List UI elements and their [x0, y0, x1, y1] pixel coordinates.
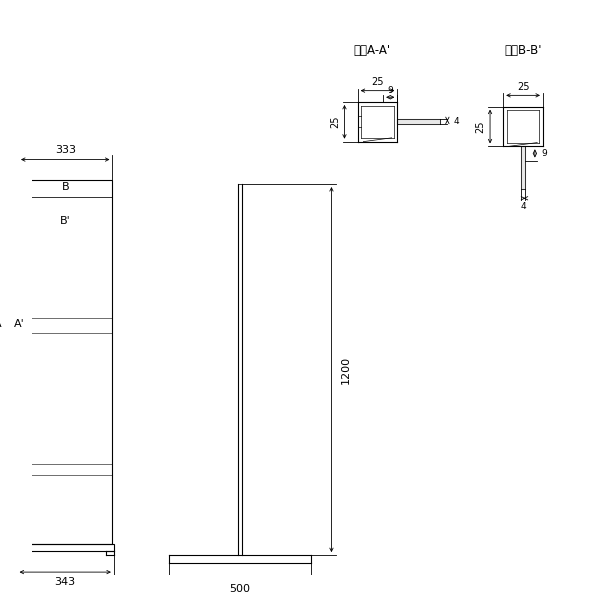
Text: 9: 9	[541, 149, 547, 158]
Text: 25: 25	[330, 116, 340, 128]
Text: 25: 25	[371, 77, 384, 87]
Text: 4: 4	[520, 202, 526, 211]
Text: B': B'	[60, 216, 71, 226]
Text: 9: 9	[388, 86, 393, 95]
Text: 25: 25	[517, 82, 529, 92]
Text: 1200: 1200	[341, 356, 350, 383]
Text: 断面A-A': 断面A-A'	[353, 44, 391, 58]
Text: 4: 4	[454, 117, 460, 126]
Text: B: B	[61, 182, 69, 192]
Text: A': A'	[14, 319, 25, 329]
Text: 25: 25	[476, 120, 485, 133]
Text: 333: 333	[55, 145, 76, 155]
Text: 343: 343	[55, 577, 76, 587]
Text: 500: 500	[229, 584, 250, 594]
Text: 断面B-B': 断面B-B'	[505, 44, 542, 58]
Text: A: A	[0, 319, 1, 329]
